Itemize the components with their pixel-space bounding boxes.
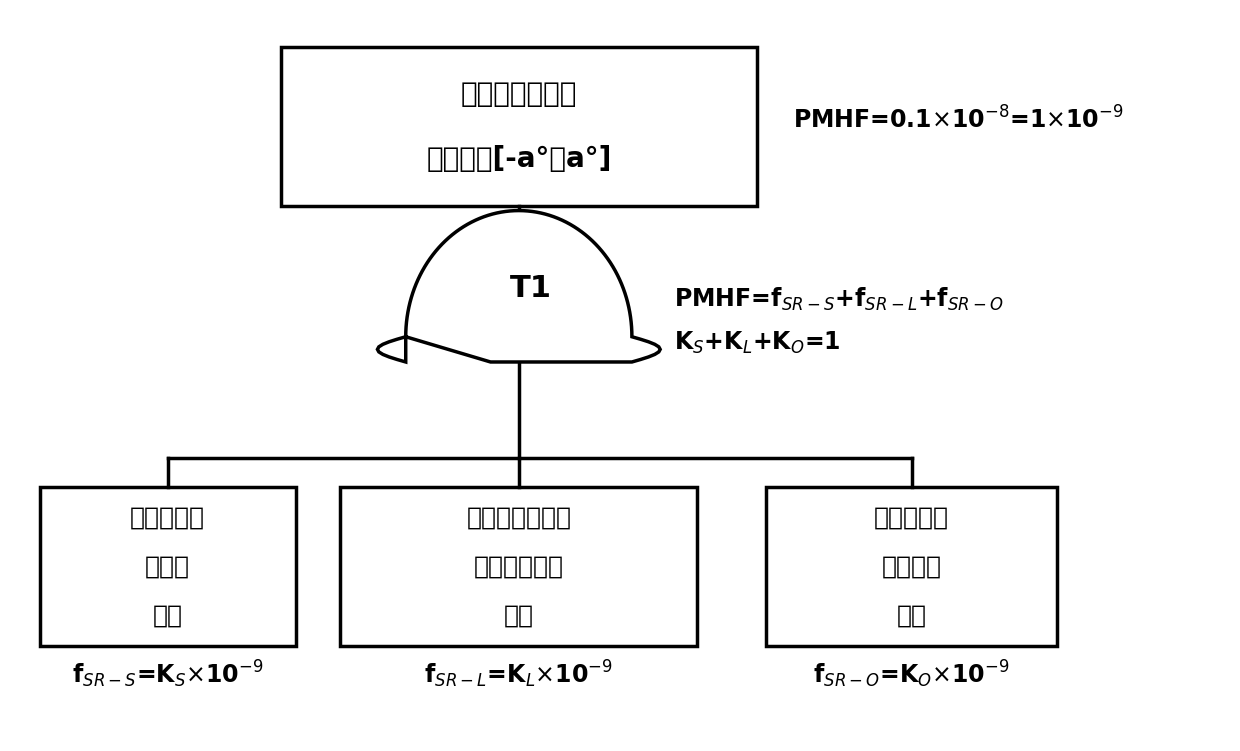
Text: 方向盘转角信号: 方向盘转角信号	[460, 80, 577, 108]
Text: 输出单元: 输出单元	[882, 554, 941, 578]
Text: 传感器: 传感器	[145, 554, 190, 578]
Bar	[766, 487, 1058, 646]
Text: f$_{SR-L}$=K$_{L}$$\times$10$^{-9}$: f$_{SR-L}$=K$_{L}$$\times$10$^{-9}$	[424, 659, 614, 690]
Text: PMHF=0.1$\times$10$^{-8}$=1$\times$10$^{-9}$: PMHF=0.1$\times$10$^{-8}$=1$\times$10$^{…	[792, 106, 1123, 133]
Polygon shape	[377, 210, 660, 362]
Text: 传感器信号: 传感器信号	[874, 505, 949, 529]
Text: K$_{S}$+K$_{L}$+K$_{O}$=1: K$_{S}$+K$_{L}$+K$_{O}$=1	[673, 330, 841, 356]
Text: T1: T1	[510, 274, 552, 303]
Text: 故障: 故障	[897, 604, 926, 628]
Bar	[40, 487, 295, 646]
Bar	[340, 487, 697, 646]
Text: 逻辑处理单元: 逻辑处理单元	[474, 554, 564, 578]
Text: 故障: 故障	[153, 604, 182, 628]
Text: 传感器输入信号: 传感器输入信号	[466, 505, 572, 529]
Text: 方向盘转角: 方向盘转角	[130, 505, 205, 529]
Text: f$_{SR-S}$=K$_{S}$$\times$10$^{-9}$: f$_{SR-S}$=K$_{S}$$\times$10$^{-9}$	[72, 659, 263, 690]
Text: PMHF=f$_{SR-S}$+f$_{SR-L}$+f$_{SR-O}$: PMHF=f$_{SR-S}$+f$_{SR-L}$+f$_{SR-O}$	[673, 286, 1003, 313]
Text: f$_{SR-O}$=K$_{O}$$\times$10$^{-9}$: f$_{SR-O}$=K$_{O}$$\times$10$^{-9}$	[813, 659, 1009, 690]
Bar	[280, 47, 756, 206]
Text: 偏差超过[-a°，a°]: 偏差超过[-a°，a°]	[427, 145, 611, 173]
Text: 故障: 故障	[503, 604, 533, 628]
